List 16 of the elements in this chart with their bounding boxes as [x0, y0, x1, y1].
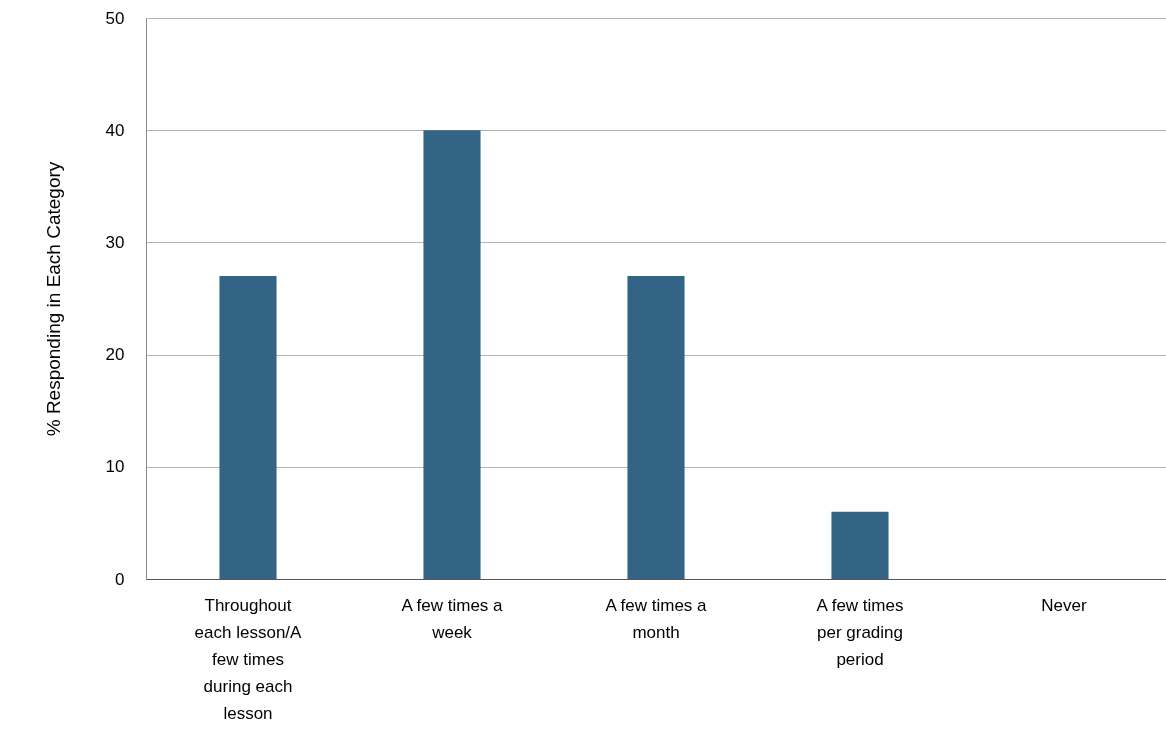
y-tick-label: 40 [105, 120, 125, 140]
x-tick-label: A few times per grading period [816, 595, 904, 669]
x-tick-label: A few times a week [401, 595, 504, 642]
y-tick-label: 10 [105, 457, 125, 477]
y-tick-label: 0 [115, 569, 125, 589]
x-tick-label: A few times a month [605, 595, 708, 642]
x-tick-label: Throughout each lesson/A few times during each lesson [194, 595, 303, 723]
y-axis-title: % Responding in Each Category [42, 161, 64, 437]
bar [219, 276, 277, 579]
bar [627, 276, 685, 579]
y-tick-label: 30 [105, 232, 125, 252]
y-tick-label: 20 [105, 345, 125, 365]
bar [831, 511, 889, 579]
x-tick-label: Never [1041, 595, 1088, 615]
bar [423, 130, 481, 579]
y-tick-label: 50 [105, 8, 125, 28]
